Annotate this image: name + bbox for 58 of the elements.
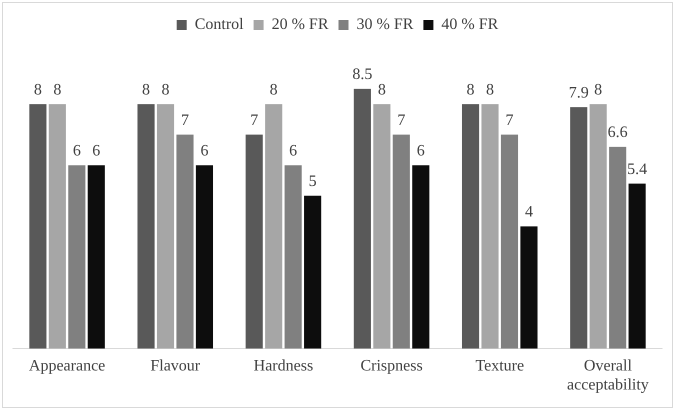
data-label: 7 — [397, 112, 406, 129]
legend-label: Control — [194, 16, 244, 34]
bar — [590, 104, 607, 349]
data-label: 5 — [308, 173, 317, 190]
bar — [265, 104, 282, 349]
bar — [354, 88, 371, 349]
data-label: 7 — [250, 112, 258, 129]
data-label: 6 — [92, 142, 100, 160]
data-label: 6 — [416, 142, 425, 160]
data-label: 5.4 — [627, 160, 648, 178]
x-tick-label: Appearance — [28, 357, 106, 374]
bar — [609, 146, 626, 349]
data-label: 8.5 — [352, 66, 372, 84]
data-label: 7 — [180, 112, 189, 129]
data-label: 8 — [162, 81, 170, 98]
bar — [373, 104, 390, 349]
data-label: 8 — [594, 81, 602, 98]
bar — [481, 104, 499, 349]
x-tick-label: Texture — [475, 357, 524, 374]
data-label: 8 — [53, 81, 62, 98]
bar — [284, 165, 302, 349]
data-label: 7.9 — [568, 84, 589, 102]
data-label: 6 — [72, 142, 81, 160]
legend-label: 20 % FR — [272, 16, 329, 34]
bar — [628, 184, 646, 349]
data-label: 8 — [270, 81, 278, 98]
data-label: 8 — [466, 81, 475, 98]
data-label: 8 — [378, 81, 386, 98]
bar — [570, 107, 588, 349]
legend-label: 30 % FR — [356, 16, 414, 34]
data-label: 8 — [34, 81, 42, 98]
bar — [196, 165, 214, 349]
data-label: 6.6 — [608, 124, 628, 142]
bar — [48, 104, 66, 349]
x-tick-label: Overall acceptability — [567, 357, 649, 394]
bar — [68, 165, 86, 349]
data-label: 6 — [200, 142, 208, 160]
x-tick-label: Flavour — [150, 357, 201, 374]
data-label: 8 — [142, 81, 150, 98]
bar — [392, 134, 410, 349]
bar — [520, 226, 538, 349]
bar — [137, 104, 155, 349]
bar — [176, 134, 194, 349]
bar — [412, 165, 430, 349]
data-label: 6 — [289, 142, 298, 160]
data-label: 4 — [524, 204, 533, 221]
bar — [304, 196, 322, 349]
x-tick-label: Crispness — [360, 357, 423, 374]
bar — [88, 165, 105, 349]
data-label: 8 — [486, 81, 494, 98]
bar — [156, 104, 174, 349]
bar — [29, 104, 46, 349]
x-tick-label: Hardness — [254, 357, 314, 374]
data-label: 7 — [505, 112, 514, 129]
bar — [246, 134, 263, 349]
bar — [462, 104, 480, 349]
bar — [500, 134, 518, 349]
legend-label: 40 % FR — [441, 16, 499, 34]
